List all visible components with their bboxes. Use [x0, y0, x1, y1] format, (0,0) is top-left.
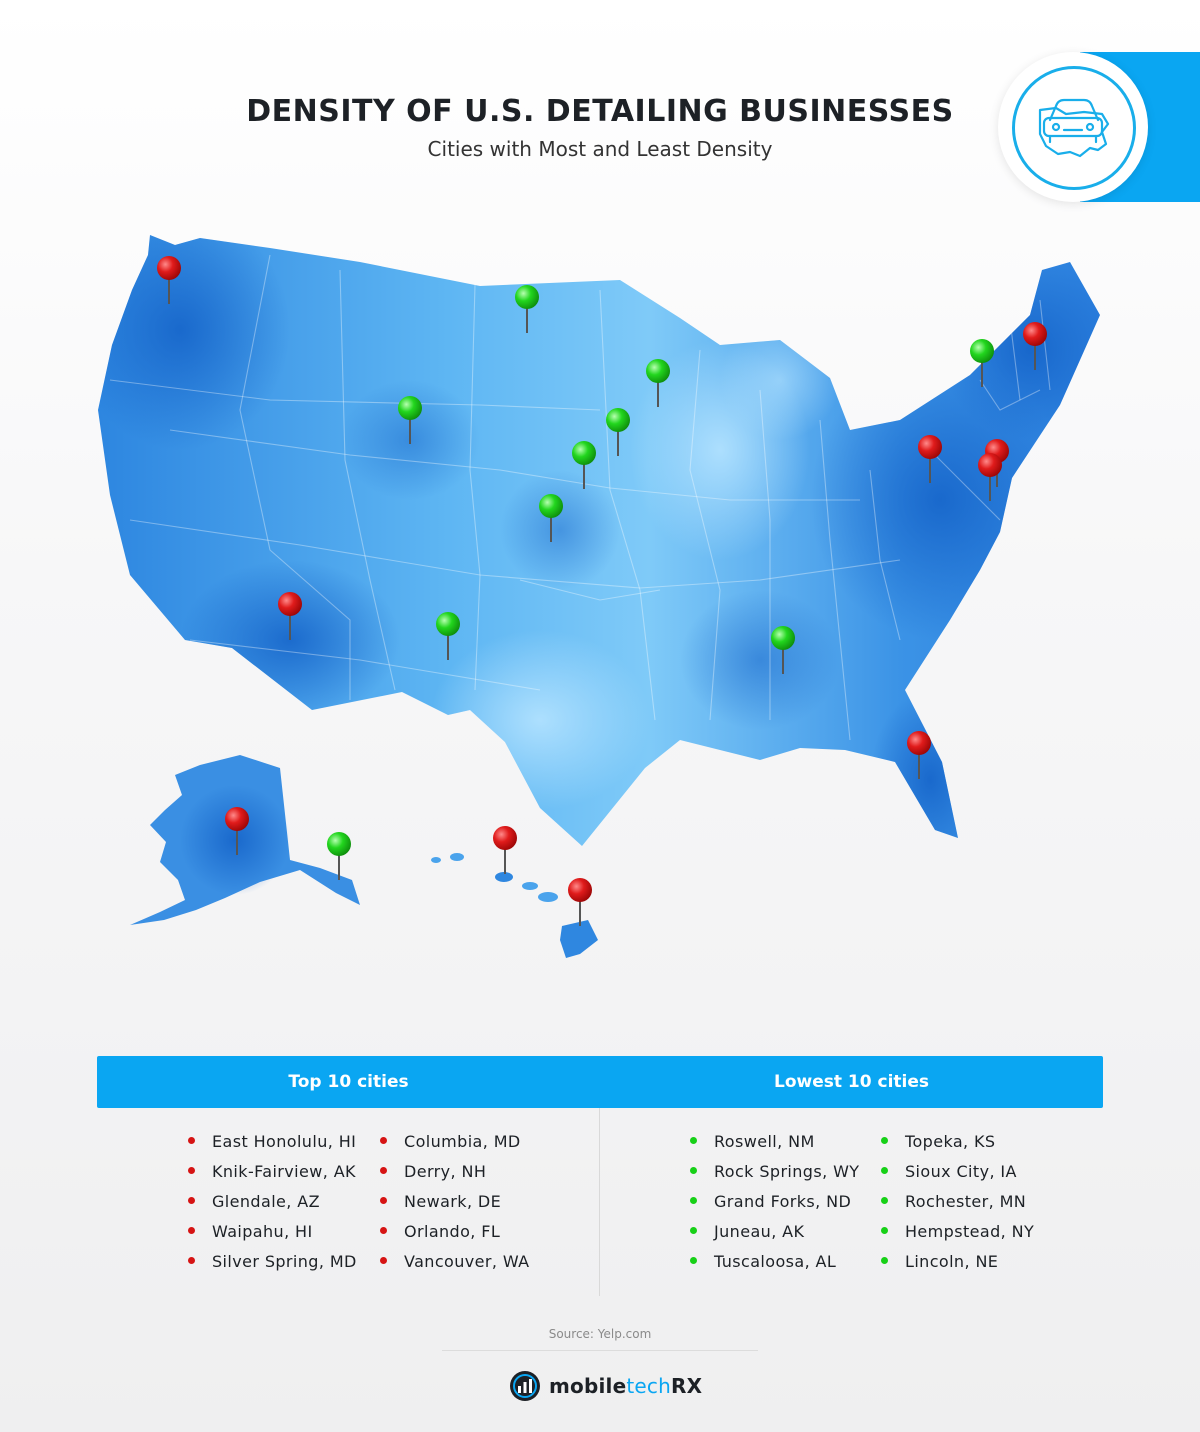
green-dot-icon — [690, 1137, 697, 1144]
brand-logo: mobiletechRX — [509, 1370, 702, 1402]
top-cities-list-col1: East Honolulu, HI Knik-Fairview, AK Glen… — [188, 1127, 357, 1277]
list-item: Vancouver, WA — [380, 1247, 530, 1277]
list-item: Topeka, KS — [881, 1127, 1034, 1157]
list-item: Rock Springs, WY — [690, 1157, 859, 1187]
us-density-map — [98, 235, 1100, 958]
pin-glendale-az — [278, 592, 302, 640]
green-dot-icon — [881, 1227, 888, 1234]
header-badge — [998, 52, 1148, 202]
list-item: Tuscaloosa, AL — [690, 1247, 859, 1277]
list-item: Glendale, AZ — [188, 1187, 357, 1217]
pin-derry-nh — [1023, 322, 1047, 370]
pin-knik-fairview-ak — [225, 807, 249, 855]
page-subtitle: Cities with Most and Least Density — [427, 137, 773, 161]
source-note: Source: Yelp.com — [548, 1327, 652, 1341]
green-dot-icon — [881, 1257, 888, 1264]
top-cities-list-col2: Columbia, MD Derry, NH Newark, DE Orland… — [380, 1127, 530, 1277]
pin-columbia-md — [918, 435, 942, 483]
list-item: Sioux City, IA — [881, 1157, 1034, 1187]
red-dot-icon — [188, 1197, 195, 1204]
car-on-map-icon — [1038, 98, 1110, 158]
green-dot-icon — [881, 1197, 888, 1204]
map-pins — [157, 256, 1047, 926]
pin-silver-spring-md — [978, 453, 1002, 501]
badge-ring — [1012, 66, 1136, 190]
red-dot-icon — [188, 1167, 195, 1174]
green-dot-icon — [881, 1137, 888, 1144]
top-cities-heading: Top 10 cities — [288, 1072, 409, 1092]
brand-wordmark: mobiletechRX — [549, 1374, 703, 1398]
pin-hempstead-ny — [970, 339, 994, 387]
pin-waipahu-hi — [493, 826, 517, 874]
list-item: Orlando, FL — [380, 1217, 530, 1247]
red-dot-icon — [188, 1227, 195, 1234]
pin-rock-springs-wy — [398, 396, 422, 444]
pin-rochester-mn — [646, 359, 670, 407]
red-dot-icon — [380, 1197, 387, 1204]
pin-tuscaloosa-al — [771, 626, 795, 674]
red-dot-icon — [188, 1137, 195, 1144]
red-dot-icon — [380, 1167, 387, 1174]
green-dot-icon — [690, 1167, 697, 1174]
list-item: Roswell, NM — [690, 1127, 859, 1157]
hawaii — [431, 853, 598, 958]
list-item: Rochester, MN — [881, 1187, 1034, 1217]
list-item: Juneau, AK — [690, 1217, 859, 1247]
pin-grand-forks-nd — [515, 285, 539, 333]
pin-roswell-nm — [436, 612, 460, 660]
list-item: Waipahu, HI — [188, 1217, 357, 1247]
red-dot-icon — [380, 1257, 387, 1264]
red-dot-icon — [380, 1137, 387, 1144]
pin-vancouver-wa — [157, 256, 181, 304]
pin-lincoln-ne — [572, 441, 596, 489]
legend-divider — [599, 1108, 600, 1296]
alaska — [130, 755, 360, 925]
green-dot-icon — [690, 1197, 697, 1204]
list-item: Silver Spring, MD — [188, 1247, 357, 1277]
pin-orlando-fl — [907, 731, 931, 779]
lowest-cities-list-col2: Topeka, KS Sioux City, IA Rochester, MN … — [881, 1127, 1034, 1277]
brand-wheel-icon — [510, 1371, 540, 1401]
pin-east-honolulu-hi — [568, 878, 592, 926]
legend-header-bar: Top 10 cities Lowest 10 cities — [97, 1056, 1103, 1108]
list-item: Derry, NH — [380, 1157, 530, 1187]
list-item: Grand Forks, ND — [690, 1187, 859, 1217]
list-item: Columbia, MD — [380, 1127, 530, 1157]
footer-divider — [442, 1350, 758, 1351]
list-item: Hempstead, NY — [881, 1217, 1034, 1247]
pin-topeka-ks — [539, 494, 563, 542]
green-dot-icon — [881, 1167, 888, 1174]
red-dot-icon — [380, 1227, 387, 1234]
green-dot-icon — [690, 1227, 697, 1234]
lowest-cities-list-col1: Roswell, NM Rock Springs, WY Grand Forks… — [690, 1127, 859, 1277]
list-item: Knik-Fairview, AK — [188, 1157, 357, 1187]
list-item: Lincoln, NE — [881, 1247, 1034, 1277]
pin-juneau-ak — [327, 832, 351, 880]
list-item: East Honolulu, HI — [188, 1127, 357, 1157]
pin-sioux-city-ia — [606, 408, 630, 456]
green-dot-icon — [690, 1257, 697, 1264]
red-dot-icon — [188, 1257, 195, 1264]
lowest-cities-heading: Lowest 10 cities — [774, 1072, 929, 1092]
page-title: DENSITY OF U.S. DETAILING BUSINESSES — [246, 94, 954, 129]
list-item: Newark, DE — [380, 1187, 530, 1217]
